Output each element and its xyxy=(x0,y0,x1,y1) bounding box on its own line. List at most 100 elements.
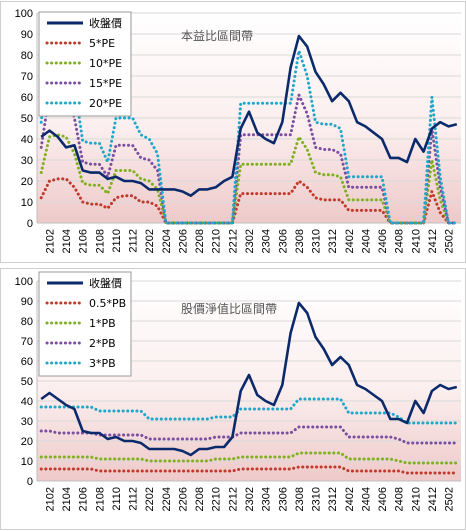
x-tick-label: 2202 xyxy=(144,229,156,253)
legend-label: 3*PB xyxy=(89,357,116,370)
chart-title: 本益比區間帶 xyxy=(181,29,253,43)
x-tick-label: 2204 xyxy=(161,487,173,511)
legend-label: 20*PE xyxy=(89,97,122,110)
x-tick-label: 2402 xyxy=(344,229,356,253)
legend-label: 收盤價 xyxy=(89,16,122,30)
y-tick-label: 30 xyxy=(21,155,33,167)
y-tick-label: 20 xyxy=(21,436,33,448)
series-line xyxy=(39,45,459,225)
series-line xyxy=(39,133,459,225)
x-tick-label: 2306 xyxy=(277,229,289,253)
x-tick-label: 2206 xyxy=(177,229,189,253)
legend-box xyxy=(38,271,132,377)
x-tick-label: 2502 xyxy=(444,229,456,253)
chart-title: 股價淨值比區間帶 xyxy=(181,301,277,316)
x-tick-label: 2410 xyxy=(410,487,422,511)
y-tick-label: 80 xyxy=(21,50,33,62)
x-tick-label: 2308 xyxy=(294,229,306,253)
x-tick-label: 2102 xyxy=(44,229,56,253)
x-tick-label: 2412 xyxy=(427,229,439,253)
y-tick-label: 40 xyxy=(21,396,33,408)
x-tick-label: 2410 xyxy=(410,229,422,253)
y-tick-label: 60 xyxy=(21,92,33,104)
x-tick-label: 2408 xyxy=(394,487,406,511)
y-tick-label: 100 xyxy=(15,276,33,288)
legend-label: 1*PB xyxy=(89,317,116,330)
x-tick-label: 2404 xyxy=(360,229,372,253)
x-tick-label: 2104 xyxy=(61,229,73,253)
x-tick-label: 2310 xyxy=(311,229,323,253)
x-tick-label: 2206 xyxy=(177,487,189,511)
y-tick-label: 40 xyxy=(21,134,33,146)
legend: 收盤價 0.5*PB 1*PB 2*PB 3*PB xyxy=(38,271,132,377)
pb-band-chart-panel: 0 10 20 30 40 50 60 70 80 90 100 2102 2104 2106 2108 21… xyxy=(0,268,466,530)
x-tick-label: 2306 xyxy=(277,487,289,511)
legend-label: 收盤價 xyxy=(89,276,122,290)
series-line xyxy=(39,465,459,475)
x-tick-label: 2112 xyxy=(128,487,140,511)
y-tick-label: 10 xyxy=(21,456,33,468)
legend-label: 2*PB xyxy=(89,337,116,350)
x-tick-label: 2304 xyxy=(261,487,273,511)
x-tick-label: 2210 xyxy=(211,487,223,511)
x-tick-label: 2210 xyxy=(211,229,223,253)
y-tick-label: 10 xyxy=(21,197,33,209)
y-tick-label: 70 xyxy=(21,71,33,83)
x-tick-label: 2312 xyxy=(327,487,339,511)
x-tick-label: 2302 xyxy=(244,229,256,253)
series-line xyxy=(40,34,458,197)
x-tick-label: 2104 xyxy=(61,487,73,511)
series-line xyxy=(39,425,459,445)
x-tick-label: 2110 xyxy=(111,487,123,511)
x-tick-label: 2310 xyxy=(311,487,323,511)
x-tick-label: 2312 xyxy=(327,229,339,253)
y-tick-label: 60 xyxy=(21,356,33,368)
x-tick-label: 2308 xyxy=(294,487,306,511)
y-tick-label: 100 xyxy=(15,8,33,20)
legend-label: 10*PE xyxy=(89,57,122,70)
x-tick-label: 2102 xyxy=(44,487,56,511)
legend-label: 5*PE xyxy=(89,37,115,50)
x-tick-label: 2406 xyxy=(377,487,389,511)
x-tick-label: 2106 xyxy=(78,487,90,511)
x-tick-label: 2208 xyxy=(194,229,206,253)
legend: 收盤價 5*PE 10*PE 15*PE 20*PE xyxy=(38,11,132,117)
legend-label: 15*PE xyxy=(89,77,122,90)
y-tick-label: 0 xyxy=(27,218,33,230)
x-tick-label: 2112 xyxy=(128,229,140,253)
x-tick-label: 2406 xyxy=(377,229,389,253)
x-tick-label: 2212 xyxy=(227,229,239,253)
x-tick-label: 2106 xyxy=(78,229,90,253)
x-tick-label: 2208 xyxy=(194,487,206,511)
legend-box xyxy=(38,11,132,117)
y-tick-label: 90 xyxy=(21,296,33,308)
y-tick-label: 50 xyxy=(21,113,33,125)
x-tick-label: 2402 xyxy=(344,487,356,511)
pb-band-chart: 0 10 20 30 40 50 60 70 80 90 100 2102 2104 2106 2108 21… xyxy=(15,271,461,511)
y-tick-label: 0 xyxy=(27,476,33,488)
series-line xyxy=(40,301,458,457)
y-tick-label: 70 xyxy=(21,336,33,348)
x-tick-label: 2204 xyxy=(161,229,173,253)
x-tick-label: 2408 xyxy=(394,229,406,253)
pe-band-chart: 0 10 20 30 40 50 60 70 80 90 100 2102 2104 2106 2108 21… xyxy=(15,8,461,253)
legend-label: 0.5*PB xyxy=(89,297,126,310)
x-tick-label: 2412 xyxy=(427,487,439,511)
x-tick-label: 2108 xyxy=(94,487,106,511)
pe-band-chart-panel: 0 10 20 30 40 50 60 70 80 90 100 2102 2104 2106 2108 21… xyxy=(0,1,466,263)
y-tick-label: 30 xyxy=(21,416,33,428)
x-tick-label: 2110 xyxy=(111,229,123,253)
x-tick-label: 2502 xyxy=(444,487,456,511)
y-tick-label: 80 xyxy=(21,316,33,328)
x-tick-label: 2212 xyxy=(227,487,239,511)
x-tick-label: 2108 xyxy=(94,229,106,253)
series-line xyxy=(39,177,459,225)
x-tick-label: 2202 xyxy=(144,487,156,511)
x-tick-label: 2404 xyxy=(360,487,372,511)
x-tick-label: 2302 xyxy=(244,487,256,511)
y-tick-label: 90 xyxy=(21,29,33,41)
y-tick-label: 50 xyxy=(21,376,33,388)
series-line xyxy=(39,451,459,465)
y-tick-label: 20 xyxy=(21,176,33,188)
x-tick-label: 2304 xyxy=(261,229,273,253)
